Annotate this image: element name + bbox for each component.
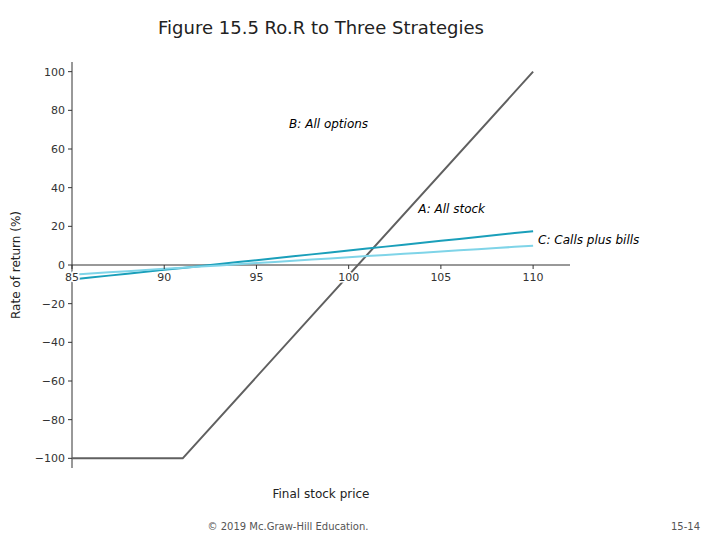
y-tick: [68, 342, 72, 343]
y-tick-label: 100: [44, 66, 65, 79]
footer-right: 15-14: [671, 521, 700, 532]
y-tick-label: −60: [42, 375, 65, 388]
series-line: [72, 246, 533, 275]
y-tick: [68, 226, 72, 227]
x-tick-label: 95: [249, 271, 263, 284]
y-tick: [68, 187, 72, 188]
x-tick: [348, 265, 349, 269]
y-tick-label: −100: [35, 452, 65, 465]
y-tick: [68, 458, 72, 459]
y-tick-label: −80: [42, 414, 65, 427]
x-tick-label: 110: [523, 271, 544, 284]
footer-left: © 2019 Mc.Graw-Hill Education.: [208, 521, 369, 532]
x-tick: [533, 265, 534, 269]
y-tick: [68, 110, 72, 111]
y-tick-label: −40: [42, 336, 65, 349]
y-tick: [68, 419, 72, 420]
y-tick-label: 0: [58, 259, 65, 272]
y-tick-label: 60: [51, 143, 65, 156]
y-tick: [68, 265, 72, 266]
annotation: B: All options: [289, 117, 368, 131]
annotation: C: Calls plus bills: [538, 233, 639, 247]
x-tick: [256, 265, 257, 269]
x-tick: [72, 265, 73, 269]
x-tick-label: 90: [157, 271, 171, 284]
series-line: [72, 72, 533, 459]
y-tick: [68, 303, 72, 304]
y-tick-label: 80: [51, 104, 65, 117]
y-tick: [68, 149, 72, 150]
chart: Figure 15.5 Ro.R to Three Strategies −100…: [0, 0, 720, 540]
x-label: Final stock price: [273, 487, 370, 501]
lines: [72, 72, 533, 459]
x-tick: [440, 265, 441, 269]
x-tick: [164, 265, 165, 269]
y-label: Rate of return (%): [9, 211, 23, 319]
series-line: [72, 231, 533, 279]
y-tick-label: 20: [51, 220, 65, 233]
y-tick-label: 40: [51, 182, 65, 195]
title: Figure 15.5 Ro.R to Three Strategies: [158, 17, 484, 38]
annotation: A: All stock: [417, 202, 486, 216]
y-tick-label: −20: [42, 298, 65, 311]
y-tick: [68, 71, 72, 72]
x-tick-label: 85: [65, 271, 79, 284]
x-tick-label: 100: [338, 271, 359, 284]
x-tick-label: 105: [430, 271, 451, 284]
x-axis: [72, 265, 570, 266]
y-axis: [72, 62, 73, 468]
y-tick: [68, 381, 72, 382]
